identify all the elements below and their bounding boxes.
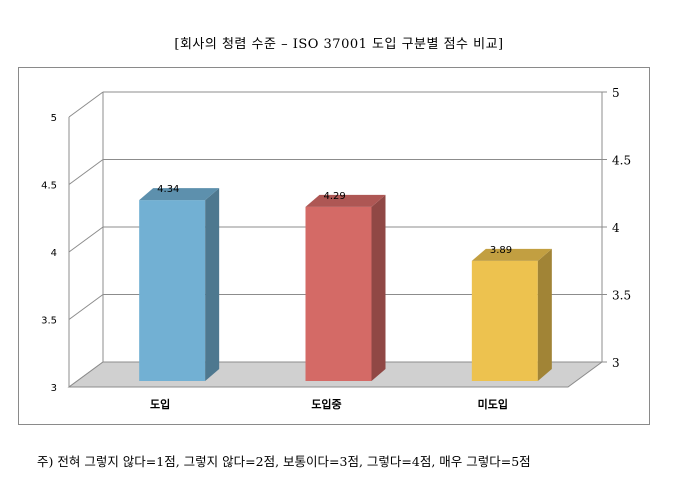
category-label: 도입중 bbox=[311, 398, 341, 411]
y-tick-label-right: 3.5 bbox=[612, 289, 631, 303]
y-tick-label-left: 4 bbox=[51, 248, 57, 259]
value-label: 3.89 bbox=[490, 245, 512, 256]
value-label: 4.29 bbox=[324, 191, 346, 202]
bar-side-미도입 bbox=[537, 248, 552, 381]
chart-title: [회사의 청렴 수준 – ISO 37001 도입 구분별 점수 비교] bbox=[174, 37, 504, 52]
side-gridline bbox=[68, 159, 104, 185]
y-tick-label-right: 4 bbox=[612, 221, 620, 235]
y-tick-label-left: 4.5 bbox=[41, 181, 57, 192]
side-gridline bbox=[68, 91, 104, 118]
bar-side-도입중 bbox=[371, 194, 386, 381]
bar-도입중 bbox=[305, 206, 372, 381]
side-gridline bbox=[68, 226, 104, 253]
bar-top-도입중 bbox=[305, 194, 386, 207]
y-tick-label-right: 3 bbox=[612, 356, 620, 370]
y-tick-label-right: 5 bbox=[612, 86, 620, 100]
bar-side-도입 bbox=[205, 188, 220, 381]
bar-top-도입 bbox=[139, 188, 220, 201]
y-tick-label-left: 3.5 bbox=[41, 316, 57, 327]
bar-도입 bbox=[139, 200, 206, 381]
bar-top-미도입 bbox=[471, 248, 552, 261]
bar-미도입 bbox=[471, 260, 538, 381]
y-tick-label-right: 4.5 bbox=[612, 154, 631, 168]
category-label: 미도입 bbox=[478, 397, 508, 411]
side-gridline bbox=[68, 294, 104, 320]
footnote: 주) 전혀 그렇지 않다=1점, 그렇지 않다=2점, 보통이다=3점, 그렇다… bbox=[37, 454, 531, 469]
chart-frame bbox=[18, 67, 650, 425]
value-label: 4.34 bbox=[157, 184, 179, 195]
y-tick-label-left: 5 bbox=[51, 113, 57, 124]
category-label: 도입 bbox=[150, 398, 170, 411]
y-tick-label-left: 3 bbox=[51, 383, 57, 394]
